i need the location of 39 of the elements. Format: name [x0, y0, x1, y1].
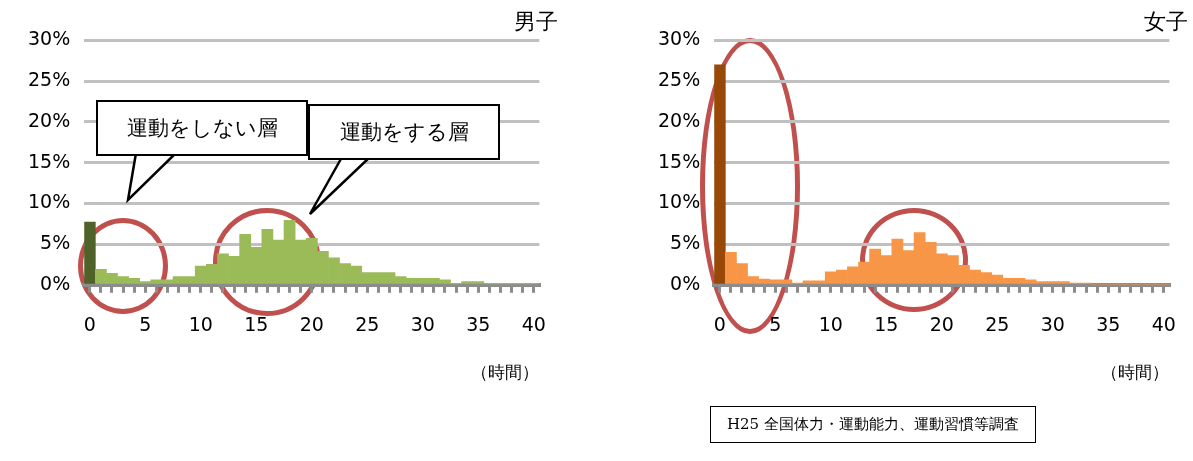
- x-axis-title: （時間）: [471, 362, 540, 383]
- y-tick-label: 0%: [670, 271, 701, 294]
- x-tick-label: 30: [1040, 313, 1065, 336]
- x-tick-label: 35: [466, 313, 491, 336]
- y-tick-label: 25%: [658, 68, 701, 91]
- x-tick-label: 25: [985, 313, 1010, 336]
- y-tick-label: 10%: [28, 190, 71, 213]
- y-tick-label: 30%: [28, 27, 71, 50]
- x-tick-label: 20: [299, 313, 324, 336]
- annotation: 運動をする層: [308, 104, 500, 160]
- x-tick-label: 10: [188, 313, 213, 336]
- x-tick-label: 15: [244, 313, 269, 336]
- x-tick-label: 35: [1096, 313, 1121, 336]
- x-axis-title: （時間）: [1101, 362, 1170, 383]
- x-tick-label: 25: [355, 313, 380, 336]
- x-tick-label: 0: [713, 313, 726, 336]
- x-tick-label: 10: [818, 313, 843, 336]
- annotation: 運動をしない層: [96, 100, 308, 156]
- x-tick-label: 20: [929, 313, 954, 336]
- x-tick-label: 5: [139, 313, 152, 336]
- y-tick-label: 20%: [658, 108, 701, 131]
- y-tick-label: 25%: [28, 68, 71, 91]
- y-tick-label: 30%: [658, 27, 701, 50]
- chart-title: 男子: [514, 8, 558, 34]
- x-tick-label: 5: [769, 313, 782, 336]
- y-tick-label: 5%: [40, 231, 71, 253]
- text: H25 全国体力・運動能力、運動習慣等調査: [710, 406, 1036, 443]
- x-tick-label: 40: [521, 313, 546, 336]
- y-tick-label: 15%: [658, 149, 701, 172]
- y-tick-label: 5%: [670, 231, 701, 253]
- x-tick-label: 30: [410, 313, 435, 336]
- x-tick-label: 0: [83, 313, 96, 336]
- y-tick-label: 20%: [28, 108, 71, 131]
- x-tick-label: 40: [1151, 313, 1176, 336]
- chart-title: 女子: [1144, 8, 1188, 34]
- x-tick-label: 15: [874, 313, 899, 336]
- y-tick-label: 0%: [40, 271, 71, 294]
- y-tick-label: 15%: [28, 149, 71, 172]
- y-tick-label: 10%: [658, 190, 701, 213]
